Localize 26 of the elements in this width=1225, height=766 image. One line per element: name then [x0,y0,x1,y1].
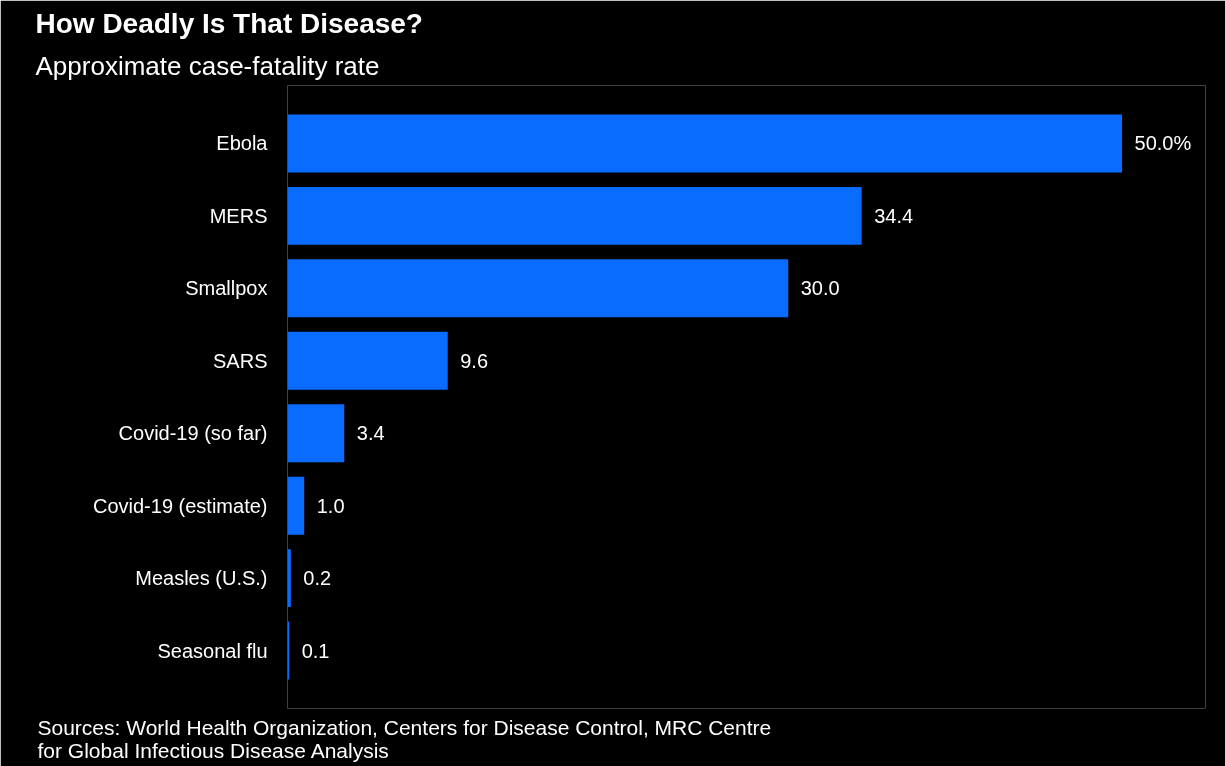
data-label: 30.0 [800,277,840,300]
y-tick-label: Covid-19 (so far) [118,422,268,445]
chart-title: How Deadly Is That Disease? [35,7,423,39]
bar [287,259,789,318]
bar [287,404,345,463]
bar [287,331,448,390]
bar [287,549,291,608]
y-tick-label: Seasonal flu [157,639,268,662]
y-tick-label: SARS [213,349,268,372]
y-tick-label: Covid-19 (estimate) [93,494,268,517]
data-label: 9.6 [460,349,489,372]
data-label: 0.1 [301,639,330,662]
bar [287,114,1123,173]
chart-subtitle: Approximate case-fatality rate [35,50,380,81]
data-label: 3.4 [356,422,385,445]
y-tick-label: MERS [209,204,268,227]
data-label: 1.0 [316,494,345,517]
data-label: 50.0% [1134,132,1192,155]
y-tick-label: Ebola [216,132,269,155]
y-tick-label: Smallpox [185,277,268,300]
bar [287,476,305,535]
data-label: 34.4 [874,204,914,227]
y-tick-label: Measles (U.S.) [135,567,268,590]
source-note: Sources: World Health Organization, Centers for Disease Control, MRC Centre for Global Infectious Disease Analysis [37,715,772,762]
data-label: 0.2 [303,567,332,590]
bar [287,186,862,245]
